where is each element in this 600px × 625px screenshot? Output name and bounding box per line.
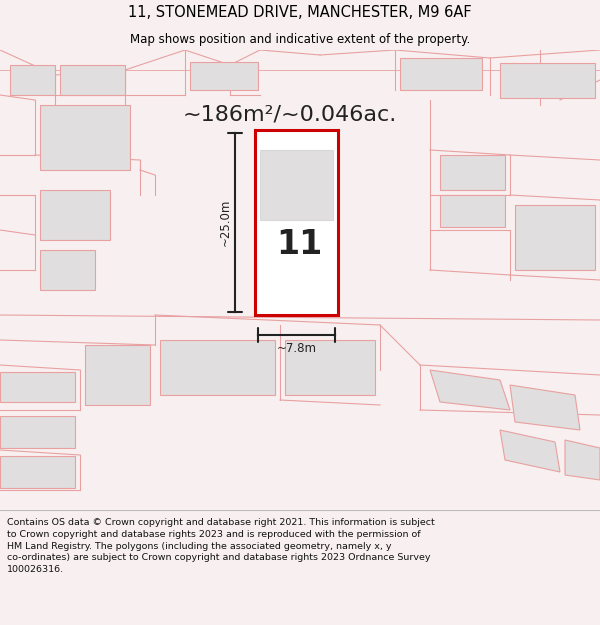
Text: ~25.0m: ~25.0m [218, 199, 232, 246]
Bar [515, 205, 595, 270]
Bar [440, 155, 505, 190]
Bar [40, 250, 95, 290]
Bar [40, 105, 130, 170]
Bar [0, 456, 75, 488]
Bar [60, 65, 125, 95]
Bar [500, 63, 595, 98]
Text: 11: 11 [277, 228, 323, 261]
Text: Map shows position and indicative extent of the property.: Map shows position and indicative extent… [130, 32, 470, 46]
Bar [285, 340, 375, 395]
Bar [40, 190, 110, 240]
Bar [160, 340, 275, 395]
Bar [255, 130, 338, 315]
Bar [440, 195, 505, 227]
Text: Contains OS data © Crown copyright and database right 2021. This information is : Contains OS data © Crown copyright and d… [7, 518, 435, 574]
Polygon shape [430, 370, 510, 410]
Polygon shape [565, 440, 600, 480]
Text: ~7.8m: ~7.8m [277, 341, 317, 354]
Text: 11, STONEMEAD DRIVE, MANCHESTER, M9 6AF: 11, STONEMEAD DRIVE, MANCHESTER, M9 6AF [128, 5, 472, 20]
Bar [85, 345, 150, 405]
Bar [190, 62, 258, 90]
Bar [0, 416, 75, 448]
Bar [0, 372, 75, 402]
Bar [260, 150, 333, 220]
Bar [10, 65, 55, 95]
Polygon shape [510, 385, 580, 430]
Polygon shape [500, 430, 560, 472]
Bar [400, 58, 482, 90]
Text: ~186m²/~0.046ac.: ~186m²/~0.046ac. [183, 105, 397, 125]
